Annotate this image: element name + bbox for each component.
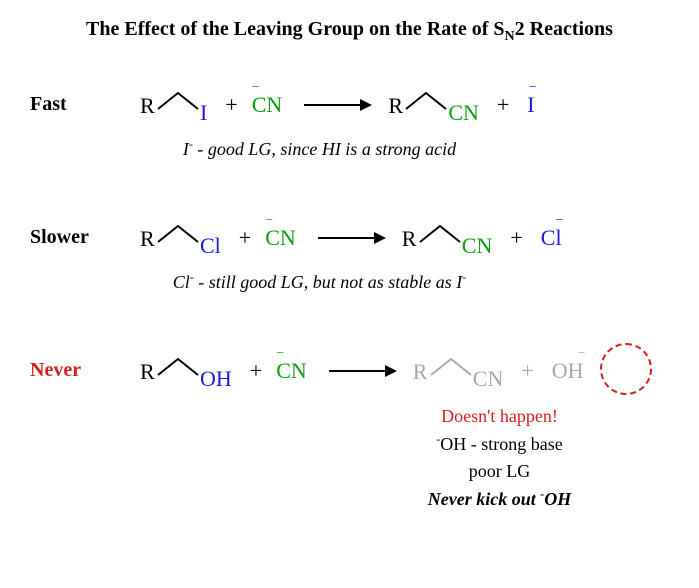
title-pre: The Effect of the Leaving Group on the R… [86,18,505,40]
plus-icon: + [225,92,237,118]
caption-1: Cl- - still good LG, but not as stable a… [0,270,699,293]
reaction-arrow-icon [316,229,386,252]
reaction-row-1: SlowerRCl+−CNRCN+−ClCl- - still good LG,… [0,208,699,293]
nucleophile-0: −CN [252,92,283,118]
leaving-group-2: OH [200,366,232,392]
plus-icon: + [521,358,533,384]
dashed-circle-icon [600,343,652,395]
leaving-group-0: I [200,100,207,126]
never-notes: Doesn't happen! -OH - strong base poor L… [0,403,699,513]
leaving-anion-1: −Cl [541,225,562,251]
reactant-skeletal-2: R [140,349,204,389]
reaction-equation-2: ROH+−CNRCN+−OH [0,341,699,397]
leaving-anion-0: −I [527,92,534,118]
nucleophile-2: −CN [276,358,307,384]
note-poor-lg: poor LG [300,458,699,485]
reaction-equation-0: RI+−CNRCN+−I [0,75,699,131]
title-sub: N [505,29,515,44]
product-skeletal-2: R [413,349,477,389]
plus-icon: + [239,225,251,251]
reaction-arrow-icon [302,96,372,119]
product-skeletal-1: R [402,216,466,256]
product-substituent-1: CN [462,233,493,259]
rate-label-2: Never [30,359,81,382]
reaction-arrow-icon [327,362,397,385]
nucleophile-1: −CN [265,225,296,251]
reactant-skeletal-1: R [140,216,204,256]
title-post: 2 Reactions [515,18,613,40]
plus-icon: + [497,92,509,118]
rate-label-1: Slower [30,226,89,249]
note-doesnt-happen: Doesn't happen! [300,403,699,430]
product-skeletal-0: R [388,83,452,123]
note-never-kick: Never kick out -OH [300,485,699,513]
leaving-anion-2: −OH [552,358,584,384]
leaving-group-1: Cl [200,233,221,259]
page-title: The Effect of the Leaving Group on the R… [0,0,699,57]
plus-icon: + [250,358,262,384]
reactant-skeletal-0: R [140,83,204,123]
rate-label-0: Fast [30,93,67,116]
note-strong-base: -OH - strong base [300,430,699,458]
caption-0: I- - good LG, since HI is a strong acid [0,137,699,160]
reaction-equation-1: RCl+−CNRCN+−Cl [0,208,699,264]
reaction-row-0: FastRI+−CNRCN+−II- - good LG, since HI i… [0,75,699,160]
product-substituent-0: CN [448,100,479,126]
product-substituent-2: CN [473,366,504,392]
reaction-row-2: NeverROH+−CNRCN+−OH [0,341,699,397]
plus-icon: + [510,225,522,251]
